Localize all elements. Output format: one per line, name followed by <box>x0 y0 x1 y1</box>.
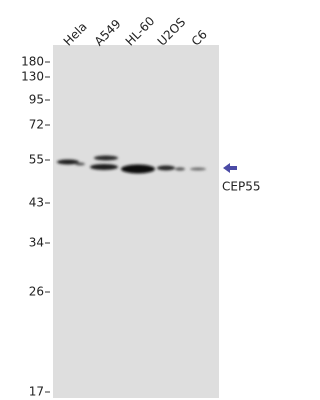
marker-label: 43 <box>29 196 44 210</box>
band <box>94 156 118 161</box>
target-label: CEP55 <box>222 180 260 194</box>
marker-label: 34 <box>29 236 44 250</box>
marker-label: 72 <box>29 118 44 132</box>
marker-label: 95 <box>29 93 44 107</box>
page: Hela A549 HL-60 U2OS C6 180 130 95 72 55… <box>0 0 320 400</box>
band <box>75 163 85 166</box>
marker-ladder: 180 130 95 72 55 43 34 26 17 <box>21 55 50 399</box>
marker-label: 130 <box>21 70 44 84</box>
band <box>90 164 118 170</box>
lane-label: Hela <box>61 20 90 49</box>
band <box>175 167 185 170</box>
lane-label: A549 <box>92 17 124 49</box>
band <box>157 166 175 171</box>
band <box>121 165 155 174</box>
membrane <box>53 45 219 398</box>
lane-label: U2OS <box>155 15 189 49</box>
marker-label: 26 <box>29 285 44 299</box>
western-blot: Hela A549 HL-60 U2OS C6 180 130 95 72 55… <box>0 0 270 400</box>
band <box>190 168 206 171</box>
lane-label: HL-60 <box>123 14 158 49</box>
target-arrow <box>223 163 237 173</box>
marker-label: 17 <box>29 385 44 399</box>
marker-label: 55 <box>29 153 44 167</box>
marker-label: 180 <box>21 55 44 69</box>
